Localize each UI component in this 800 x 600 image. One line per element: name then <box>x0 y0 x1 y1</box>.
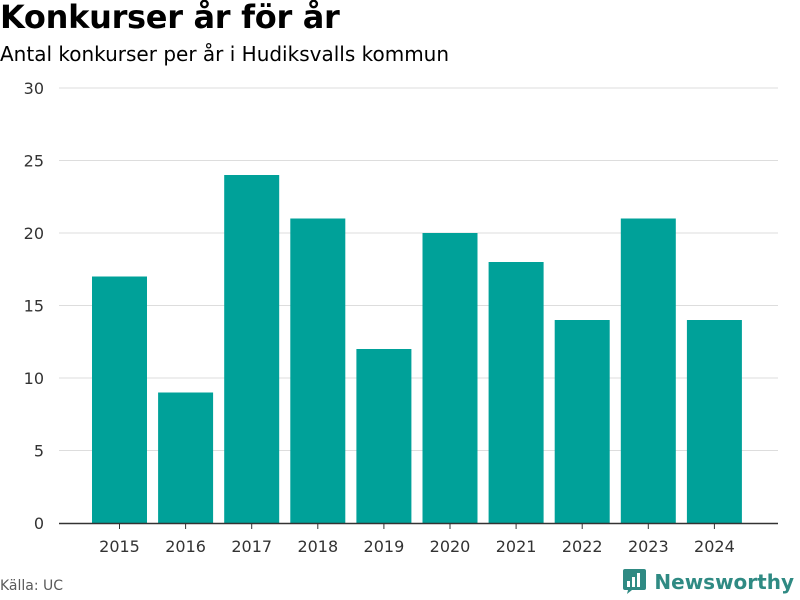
x-tick-label: 2023 <box>628 537 669 556</box>
bar <box>488 262 544 523</box>
bar <box>620 218 676 523</box>
y-tick-label: 5 <box>34 442 44 461</box>
brand: Newsworthy <box>622 568 794 595</box>
y-axis-ticks: 0 5 10 15 20 25 30 <box>24 79 44 533</box>
x-tick-label: 2020 <box>430 537 471 556</box>
x-tick-label: 2024 <box>694 537 735 556</box>
bar <box>356 349 412 523</box>
x-tick-label: 2015 <box>99 537 140 556</box>
bars <box>92 175 742 523</box>
bar <box>224 175 280 523</box>
bar <box>290 218 346 523</box>
chart-subtitle: Antal konkurser per år i Hudiksvalls kom… <box>0 42 450 66</box>
x-tick-label: 2019 <box>364 537 405 556</box>
bar <box>158 392 214 523</box>
y-tick-label: 30 <box>24 79 44 98</box>
bar <box>92 276 147 523</box>
y-tick-label: 20 <box>24 224 44 243</box>
x-tick-label: 2022 <box>562 537 603 556</box>
bar <box>554 320 610 523</box>
y-tick-label: 10 <box>24 369 44 388</box>
bar <box>422 233 478 523</box>
bar-chart-badge-icon <box>623 569 647 594</box>
chart-title: Konkurser år för år <box>0 0 340 36</box>
x-tick-label: 2017 <box>231 537 272 556</box>
y-tick-label: 0 <box>34 514 44 533</box>
y-tick-label: 25 <box>24 152 44 171</box>
bar <box>686 320 742 523</box>
brand-name: Newsworthy <box>654 569 794 594</box>
x-axis-ticks: 2015 2016 2017 2018 2019 2020 2021 2022 2023 2024 <box>99 523 735 556</box>
x-tick-label: 2018 <box>297 537 338 556</box>
x-tick-label: 2016 <box>165 537 206 556</box>
y-tick-label: 15 <box>24 297 44 316</box>
x-tick-label: 2021 <box>496 537 537 556</box>
source-note: Källa: UC <box>0 578 64 594</box>
